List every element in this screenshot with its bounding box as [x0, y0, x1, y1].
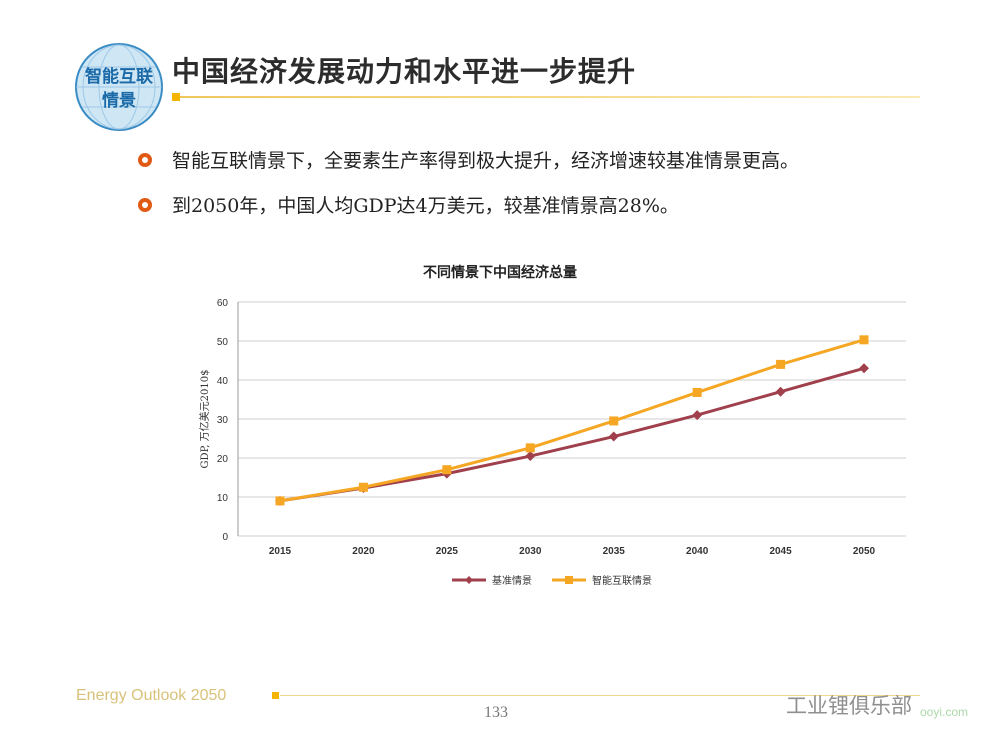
- x-tick-label: 2045: [769, 546, 792, 557]
- legend-marker: [465, 576, 473, 584]
- page-number: 133: [484, 704, 508, 721]
- y-tick-label: 60: [217, 298, 229, 309]
- x-tick-label: 2050: [853, 546, 876, 557]
- data-point-square: [776, 359, 786, 369]
- x-tick-label: 2020: [352, 546, 375, 557]
- y-axis-title: GDP, 万亿美元2010$: [198, 370, 211, 469]
- x-tick-label: 2025: [436, 546, 459, 557]
- data-point-square: [358, 482, 368, 492]
- bullet-icon: [138, 152, 152, 167]
- bullet-text: 到2050年，中国人均GDP达4万美元，较基准情景高28%。: [172, 195, 679, 217]
- watermark-text: 工业锂俱乐部: [786, 694, 912, 718]
- data-point-square: [275, 496, 285, 506]
- footer-report-name: Energy Outlook 2050: [76, 687, 227, 704]
- series-line-1: [279, 338, 865, 503]
- data-point-diamond: [525, 451, 536, 462]
- y-tick-label: 10: [217, 493, 229, 504]
- y-tick-label: 30: [217, 415, 229, 426]
- watermark-site: ooyi.com: [920, 705, 969, 719]
- y-tick-label: 50: [217, 337, 229, 348]
- logo-text-line2: 情景: [102, 90, 136, 111]
- chart-title: 不同情景下中国经济总量: [423, 265, 577, 281]
- x-tick-label: 2040: [686, 546, 709, 557]
- legend-label: 智能互联情景: [592, 574, 652, 587]
- y-tick-label: 20: [217, 454, 229, 465]
- footer-accent-mark: [272, 692, 279, 699]
- data-point-square: [609, 416, 619, 426]
- data-point-diamond: [859, 363, 869, 374]
- data-point-square: [692, 387, 702, 397]
- x-tick-label: 2035: [603, 546, 626, 557]
- title-accent-mark: [172, 93, 180, 101]
- data-point-diamond: [775, 386, 786, 397]
- data-point-square: [442, 465, 452, 475]
- legend-label: 基准情景: [492, 574, 532, 587]
- data-point-square: [525, 443, 535, 453]
- scenario-logo: 智能互联 情景: [75, 43, 163, 131]
- bullet-list: 智能互联情景下，全要素生产率得到极大提升，经济增速较基准情景更高。 到2050年…: [138, 146, 799, 236]
- bullet-item: 到2050年，中国人均GDP达4万美元，较基准情景高28%。: [138, 191, 799, 218]
- data-point-square: [859, 335, 869, 345]
- bullet-item: 智能互联情景下，全要素生产率得到极大提升，经济增速较基准情景更高。: [138, 146, 799, 173]
- y-tick-label: 40: [217, 376, 229, 387]
- bullet-icon: [138, 197, 152, 212]
- footer-divider: [280, 695, 920, 696]
- logo-text-line1: 智能互联: [85, 66, 153, 87]
- legend-marker: [565, 576, 573, 584]
- x-tick-label: 2030: [519, 546, 542, 557]
- data-point-diamond: [692, 410, 703, 421]
- data-point-diamond: [608, 431, 619, 442]
- title-divider: [172, 96, 920, 98]
- page-title: 中国经济发展动力和水平进一步提升: [172, 55, 637, 88]
- bullet-text: 智能互联情景下，全要素生产率得到极大提升，经济增速较基准情景更高。: [172, 150, 800, 172]
- y-tick-label: 0: [222, 532, 228, 543]
- x-tick-label: 2015: [269, 546, 292, 557]
